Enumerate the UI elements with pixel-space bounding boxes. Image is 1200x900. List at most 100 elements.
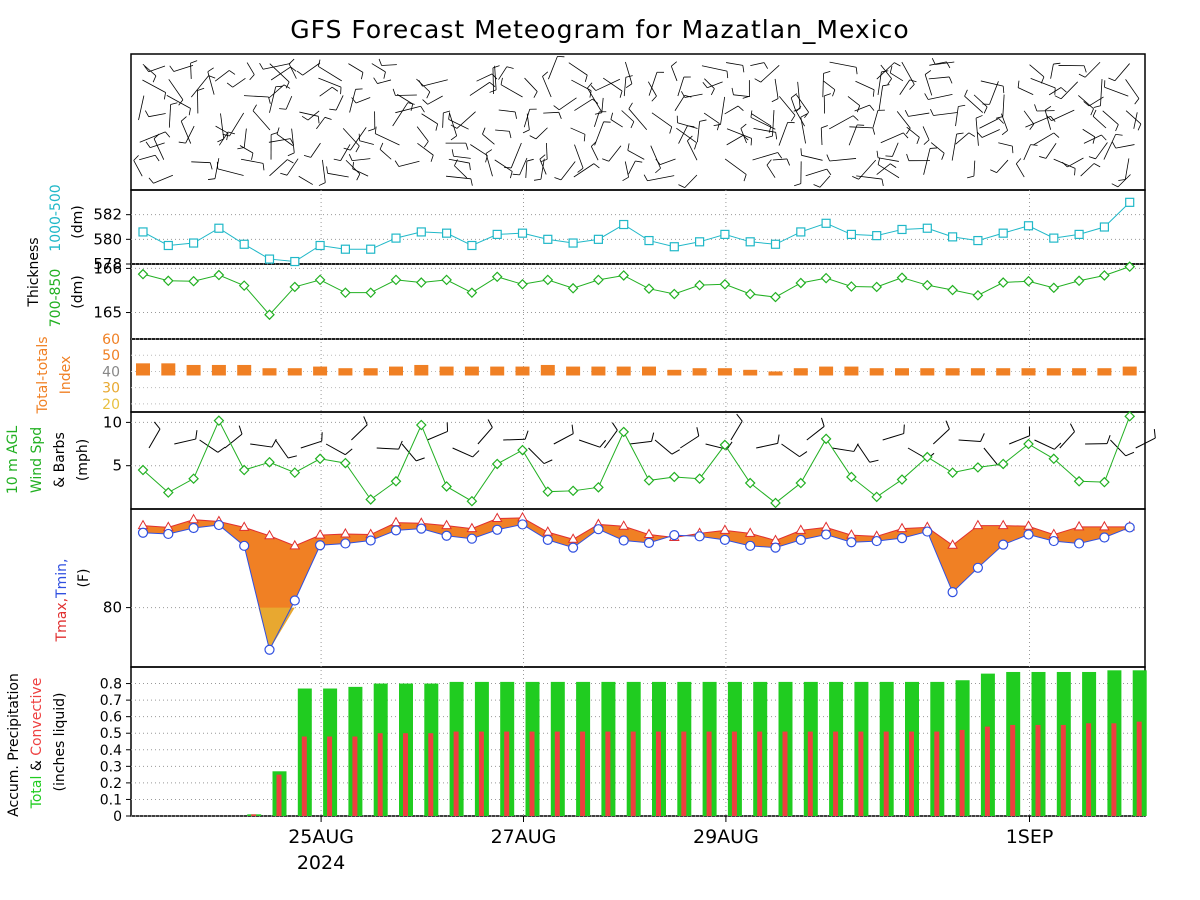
- upper-barb-flag: [977, 132, 983, 138]
- upper-barb: [573, 163, 595, 178]
- precip-convective-bar: [858, 731, 864, 816]
- thickness-point: [138, 227, 148, 237]
- upper-barb-flag: [852, 176, 859, 180]
- upper-barb: [243, 128, 247, 148]
- total-totals-bar: [692, 368, 707, 376]
- thickness-850-point: [466, 287, 478, 299]
- upper-barb-flag: [489, 82, 496, 87]
- upper-barb: [217, 168, 244, 176]
- wind-barb-flag: [345, 448, 353, 456]
- tmax-point: [618, 520, 630, 530]
- upper-barb-flag: [826, 168, 832, 176]
- tmax-line: [142, 517, 1130, 547]
- upper-barb: [677, 76, 685, 97]
- thickness-point: [290, 256, 300, 267]
- tmin-point: [1124, 522, 1135, 533]
- upper-barb: [608, 145, 622, 162]
- x-tick-label: 1SEP: [1006, 826, 1054, 848]
- upper-barb: [979, 118, 999, 129]
- upper-barb-flag: [426, 91, 431, 99]
- wind-barb: [376, 447, 399, 450]
- upper-barb: [778, 122, 789, 146]
- precip-convective-bar: [580, 731, 586, 816]
- wind-barb-flag: [217, 446, 226, 453]
- wind-speed-point: [1124, 410, 1136, 422]
- upper-barb: [820, 127, 823, 145]
- upper-barb: [319, 86, 333, 97]
- upper-barb-flag: [627, 143, 630, 151]
- y-axis-title: Tmax,Tmin,: [54, 559, 70, 643]
- wind-barb: [781, 443, 800, 458]
- wind-barb: [654, 439, 673, 455]
- upper-barb: [899, 79, 911, 95]
- upper-barb: [1102, 110, 1119, 125]
- chart-title: GFS Forecast Meteogram for Mazatlan_Mexi…: [290, 15, 909, 44]
- upper-barb: [1100, 79, 1103, 106]
- thickness-850-point: [820, 272, 832, 284]
- tmin-point: [972, 562, 984, 573]
- upper-barb: [269, 159, 288, 177]
- upper-barb-flag: [958, 104, 966, 107]
- wind-speed-point: [896, 474, 908, 485]
- wind-barb: [806, 426, 825, 441]
- precip-convective-bar: [883, 731, 889, 816]
- upper-barb: [454, 165, 468, 179]
- upper-barb: [796, 94, 809, 113]
- upper-barb-flag: [804, 111, 809, 119]
- tmin-point: [542, 534, 553, 545]
- upper-barb-flag: [754, 78, 761, 83]
- tmax-point: [466, 522, 478, 533]
- upper-barb-flag: [1090, 108, 1094, 116]
- upper-barb-flag: [628, 102, 633, 110]
- upper-barb-flag: [909, 79, 917, 83]
- thickness-850-point: [390, 274, 402, 286]
- upper-barb: [677, 122, 698, 129]
- y-tick-label: 60: [102, 332, 120, 348]
- upper-barb: [996, 159, 1009, 173]
- tmin-point: [137, 527, 149, 538]
- wind-barb-flag: [777, 434, 780, 444]
- upper-barb: [142, 79, 166, 93]
- thickness-point: [846, 229, 857, 239]
- upper-barb: [800, 117, 806, 144]
- tmax-point: [1023, 520, 1034, 530]
- wind-barb: [983, 447, 999, 466]
- upper-barb: [795, 111, 806, 127]
- upper-barb-flag: [1078, 73, 1086, 78]
- wind-barb: [199, 439, 219, 453]
- y-tick-label: 5: [112, 457, 122, 475]
- wind-barb: [578, 439, 601, 448]
- upper-barb-flag: [373, 77, 378, 84]
- y-axis-title: (F): [76, 569, 92, 588]
- upper-barb-flag: [509, 131, 512, 139]
- wind-barb-flag: [571, 424, 574, 434]
- upper-barb-flag: [422, 99, 428, 105]
- upper-barb: [651, 112, 672, 128]
- upper-barb: [456, 111, 476, 129]
- tmax-point: [947, 539, 958, 549]
- upper-barb-flag: [713, 124, 721, 126]
- tmin-point: [213, 519, 224, 531]
- upper-barb: [880, 132, 904, 144]
- upper-barb: [855, 80, 875, 91]
- x-tick-label: 29AUG: [693, 826, 759, 848]
- tmin-point: [947, 587, 958, 598]
- wind-barb: [730, 420, 743, 441]
- upper-barb-flag: [881, 178, 884, 187]
- y-tick-label: 0.6: [100, 710, 122, 726]
- upper-barb: [628, 108, 648, 130]
- thickness-850-point: [1048, 282, 1060, 294]
- upper-barb: [593, 111, 600, 127]
- upper-barb: [348, 63, 364, 73]
- wind-barb: [275, 439, 289, 459]
- upper-barb-flag: [765, 135, 773, 139]
- thickness-point: [264, 254, 275, 264]
- upper-barb: [229, 112, 245, 137]
- upper-barb: [448, 158, 470, 164]
- tmin-point: [896, 533, 908, 544]
- tmin-point: [163, 528, 174, 540]
- wind-barb: [1135, 437, 1156, 449]
- upper-barb: [1080, 163, 1095, 177]
- upper-barb: [772, 110, 775, 137]
- y-axis-title: 10 m AGL: [5, 426, 21, 495]
